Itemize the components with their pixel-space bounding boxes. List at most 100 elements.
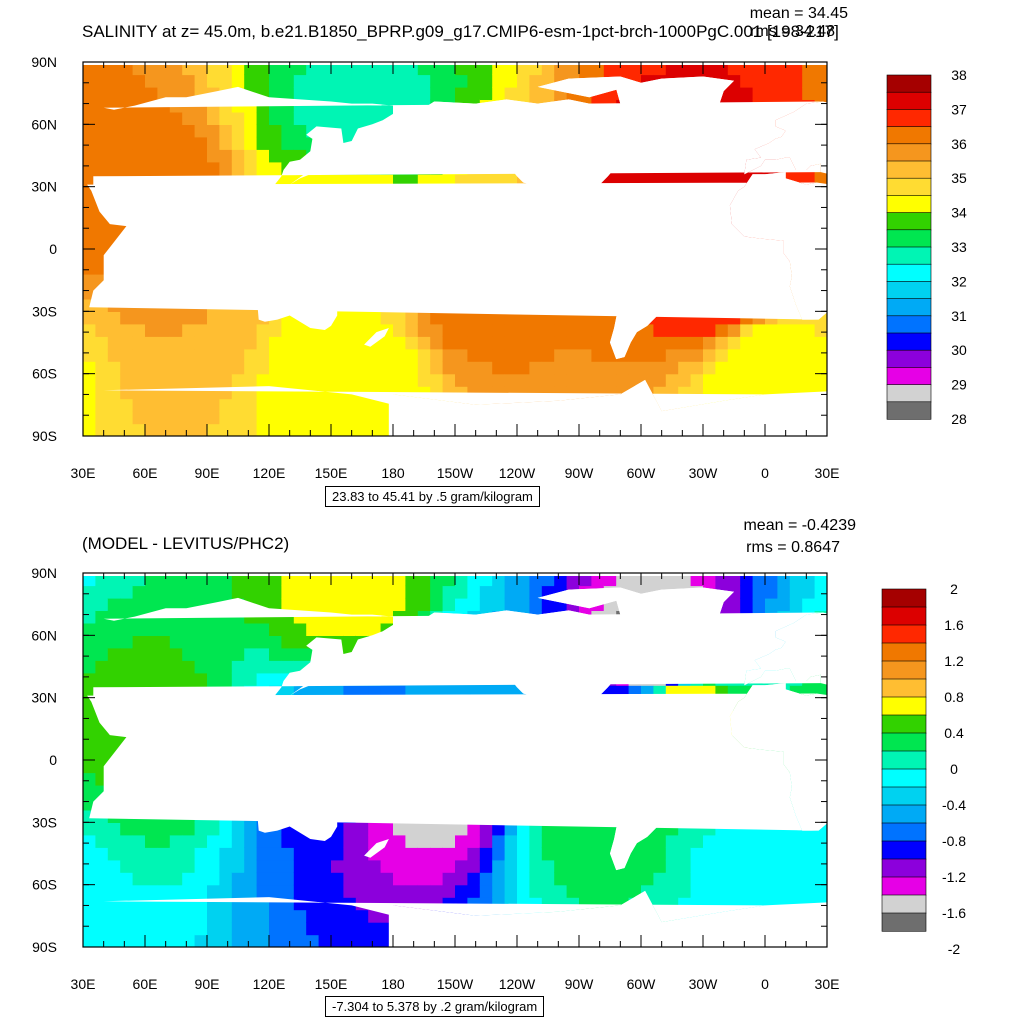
field-cell bbox=[740, 323, 754, 337]
field-cell bbox=[281, 348, 295, 362]
field-cell bbox=[107, 859, 121, 873]
field-cell bbox=[777, 86, 791, 100]
field-cell bbox=[814, 573, 827, 587]
field-cell bbox=[529, 336, 543, 350]
field-cell bbox=[219, 622, 233, 636]
field-cell bbox=[789, 323, 803, 337]
field-cell bbox=[219, 635, 233, 649]
field-cell bbox=[83, 86, 96, 100]
field-cell bbox=[219, 909, 233, 923]
field-cell bbox=[641, 872, 654, 886]
field-cell bbox=[145, 834, 158, 848]
field-cell bbox=[628, 348, 642, 362]
field-cell bbox=[628, 872, 642, 886]
field-cell bbox=[789, 834, 803, 848]
panel1-rms: rms = 34.48 bbox=[750, 23, 835, 40]
field-cell bbox=[107, 834, 121, 848]
field-cell bbox=[120, 897, 134, 911]
field-cell bbox=[120, 573, 134, 587]
field-cell bbox=[145, 336, 158, 350]
field-cell bbox=[169, 909, 183, 923]
field-cell bbox=[120, 585, 134, 599]
field-cell bbox=[231, 622, 245, 636]
field-cell bbox=[145, 386, 158, 400]
panel2-rms: rms = 0.8647 bbox=[746, 539, 840, 556]
field-cell bbox=[529, 834, 543, 848]
field-cell bbox=[331, 336, 344, 350]
field-cell bbox=[318, 859, 332, 873]
field-cell bbox=[182, 859, 196, 873]
field-cell bbox=[95, 872, 109, 886]
field-cell bbox=[579, 62, 592, 76]
field-cell bbox=[293, 124, 307, 138]
field-cell bbox=[231, 922, 245, 936]
field-cell bbox=[157, 622, 171, 636]
field-cell bbox=[157, 336, 171, 350]
field-cell bbox=[430, 573, 444, 587]
field-cell bbox=[393, 336, 406, 350]
colorbar-box bbox=[881, 840, 927, 860]
field-cell bbox=[207, 635, 220, 649]
field-cell bbox=[95, 224, 109, 238]
field-cell bbox=[219, 847, 233, 861]
field-cell bbox=[107, 62, 121, 76]
field-cell bbox=[231, 847, 245, 861]
field-cell bbox=[157, 124, 171, 138]
field-cell bbox=[417, 74, 431, 88]
field-cell bbox=[455, 834, 468, 848]
field-cell bbox=[269, 660, 282, 674]
field-cell bbox=[417, 62, 431, 76]
field-cell bbox=[777, 884, 791, 898]
field-cell bbox=[529, 373, 543, 387]
field-cell bbox=[504, 62, 518, 76]
field-cell bbox=[281, 111, 295, 125]
field-cell bbox=[120, 672, 134, 686]
field-cell bbox=[777, 872, 791, 886]
field-cell bbox=[405, 884, 419, 898]
field-cell bbox=[306, 622, 320, 636]
field-cell bbox=[244, 822, 258, 836]
field-cell bbox=[727, 74, 741, 88]
field-cell bbox=[107, 86, 121, 100]
field-cell bbox=[318, 386, 332, 400]
field-cell bbox=[517, 585, 530, 599]
field-cell bbox=[244, 348, 258, 362]
field-cell bbox=[603, 62, 617, 76]
field-cell bbox=[380, 348, 394, 362]
field-cell bbox=[107, 99, 121, 113]
field-cell bbox=[393, 361, 406, 375]
colorbar-box bbox=[886, 401, 932, 420]
field-cell bbox=[368, 909, 382, 923]
field-cell bbox=[727, 847, 741, 861]
field-cell bbox=[95, 922, 109, 936]
field-cell bbox=[393, 847, 406, 861]
field-cell bbox=[455, 585, 468, 599]
field-cell bbox=[690, 62, 704, 76]
field-cell bbox=[703, 323, 716, 337]
field-cell bbox=[690, 573, 704, 587]
field-cell bbox=[194, 136, 208, 150]
field-cell bbox=[318, 934, 332, 947]
field-cell bbox=[157, 361, 171, 375]
field-cell bbox=[132, 373, 146, 387]
field-cell bbox=[331, 99, 344, 113]
field-cell bbox=[442, 311, 456, 325]
field-cell bbox=[182, 672, 196, 686]
colorbar-label: 1.2 bbox=[944, 653, 964, 669]
field-cell bbox=[492, 884, 506, 898]
field-cell bbox=[306, 573, 320, 587]
field-cell bbox=[368, 74, 382, 88]
field-cell bbox=[690, 336, 704, 350]
field-cell bbox=[107, 672, 121, 686]
field-cell bbox=[554, 323, 568, 337]
colorbar-label: 0.4 bbox=[944, 725, 964, 741]
field-cell bbox=[244, 672, 258, 686]
field-cell bbox=[455, 361, 468, 375]
colorbar-box bbox=[881, 606, 927, 626]
field-cell bbox=[814, 323, 827, 337]
field-cell bbox=[107, 909, 121, 923]
field-cell bbox=[343, 834, 357, 848]
field-cell bbox=[318, 597, 332, 611]
field-cell bbox=[194, 822, 208, 836]
colorbar-box bbox=[881, 894, 927, 914]
